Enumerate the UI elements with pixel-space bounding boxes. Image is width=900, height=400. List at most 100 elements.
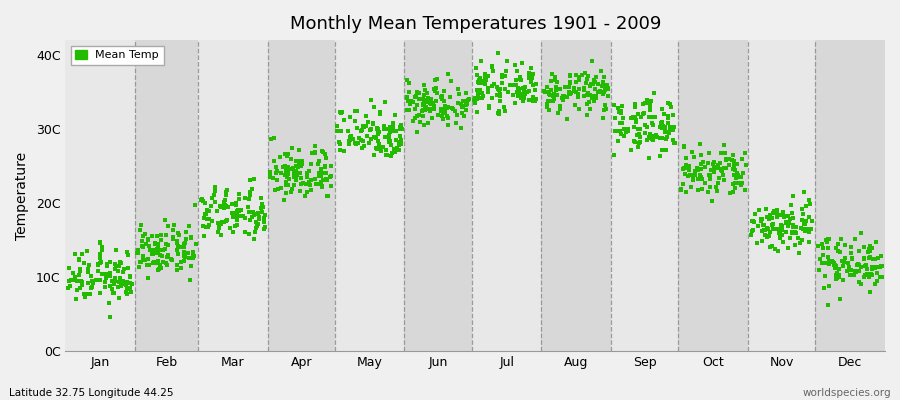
Point bbox=[644, 107, 658, 114]
Point bbox=[759, 206, 773, 212]
Point bbox=[726, 181, 741, 187]
Point bbox=[119, 288, 133, 295]
Point bbox=[343, 136, 357, 143]
Point bbox=[548, 76, 562, 83]
Point bbox=[454, 101, 469, 107]
Point bbox=[802, 229, 816, 235]
Point bbox=[478, 81, 492, 87]
Point bbox=[334, 128, 348, 134]
Point bbox=[479, 77, 493, 84]
Point bbox=[387, 148, 401, 155]
Point bbox=[684, 184, 698, 190]
Point bbox=[349, 141, 364, 147]
Point bbox=[842, 264, 856, 270]
Point bbox=[780, 222, 795, 229]
Point bbox=[449, 120, 464, 126]
Point bbox=[462, 96, 476, 102]
Point bbox=[188, 202, 202, 208]
Point bbox=[208, 187, 222, 194]
Point bbox=[613, 128, 627, 134]
Point bbox=[278, 190, 293, 196]
Point bbox=[181, 250, 195, 256]
Point bbox=[467, 99, 482, 106]
Point bbox=[108, 261, 122, 268]
Point bbox=[383, 124, 398, 130]
Point bbox=[274, 185, 288, 191]
Point bbox=[356, 123, 370, 129]
Point bbox=[626, 114, 641, 120]
Point bbox=[147, 250, 161, 256]
Point bbox=[298, 193, 312, 199]
Point bbox=[215, 219, 230, 225]
Point bbox=[494, 72, 508, 78]
Point bbox=[176, 252, 191, 259]
Point bbox=[815, 252, 830, 258]
Point bbox=[212, 225, 226, 232]
Point bbox=[214, 232, 229, 238]
Point bbox=[455, 102, 470, 109]
Point bbox=[149, 260, 164, 266]
Point bbox=[821, 302, 835, 308]
Legend: Mean Temp: Mean Temp bbox=[71, 46, 164, 65]
Point bbox=[517, 95, 531, 101]
Point bbox=[99, 261, 113, 268]
Point bbox=[418, 97, 433, 103]
Point bbox=[858, 263, 872, 269]
Point bbox=[874, 263, 888, 269]
Point bbox=[832, 274, 846, 280]
Point bbox=[141, 236, 156, 242]
Point bbox=[316, 177, 330, 183]
Point bbox=[491, 110, 506, 116]
Point bbox=[582, 106, 597, 113]
Point bbox=[737, 187, 751, 194]
Point bbox=[81, 269, 95, 275]
Point bbox=[284, 145, 299, 151]
Point bbox=[247, 212, 261, 218]
Point bbox=[156, 259, 170, 265]
Point bbox=[166, 234, 180, 240]
Point bbox=[607, 102, 621, 108]
Point bbox=[98, 271, 112, 277]
Point bbox=[304, 160, 319, 167]
Point bbox=[589, 94, 603, 100]
Point bbox=[82, 262, 96, 268]
Point bbox=[223, 225, 238, 231]
Point bbox=[394, 121, 409, 128]
Point bbox=[160, 242, 175, 248]
Point bbox=[255, 208, 269, 215]
Point bbox=[446, 105, 460, 112]
Point bbox=[644, 101, 658, 107]
Point bbox=[245, 186, 259, 192]
Point bbox=[238, 195, 252, 202]
Point bbox=[131, 249, 146, 256]
Point bbox=[562, 84, 577, 90]
Point bbox=[320, 177, 334, 183]
Point bbox=[351, 140, 365, 146]
Point bbox=[835, 258, 850, 264]
Point bbox=[202, 215, 217, 222]
Point bbox=[771, 230, 786, 236]
Point bbox=[174, 259, 188, 265]
Point bbox=[359, 123, 374, 130]
Point bbox=[185, 249, 200, 255]
Point bbox=[814, 240, 829, 247]
Text: Latitude 32.75 Longitude 44.25: Latitude 32.75 Longitude 44.25 bbox=[9, 388, 174, 398]
Point bbox=[412, 90, 427, 96]
Point bbox=[95, 271, 110, 278]
Point bbox=[103, 272, 117, 278]
Point bbox=[508, 100, 522, 106]
Point bbox=[461, 97, 475, 103]
Point bbox=[112, 278, 127, 285]
Point bbox=[134, 222, 148, 228]
Point bbox=[722, 156, 736, 163]
Point bbox=[667, 140, 681, 146]
Point bbox=[154, 232, 168, 238]
Point bbox=[849, 268, 863, 275]
Point bbox=[416, 106, 430, 113]
Point bbox=[333, 108, 347, 115]
Point bbox=[571, 94, 585, 100]
Point bbox=[290, 172, 304, 178]
Point bbox=[373, 109, 387, 116]
Bar bbox=[404, 40, 472, 351]
Point bbox=[389, 137, 403, 144]
